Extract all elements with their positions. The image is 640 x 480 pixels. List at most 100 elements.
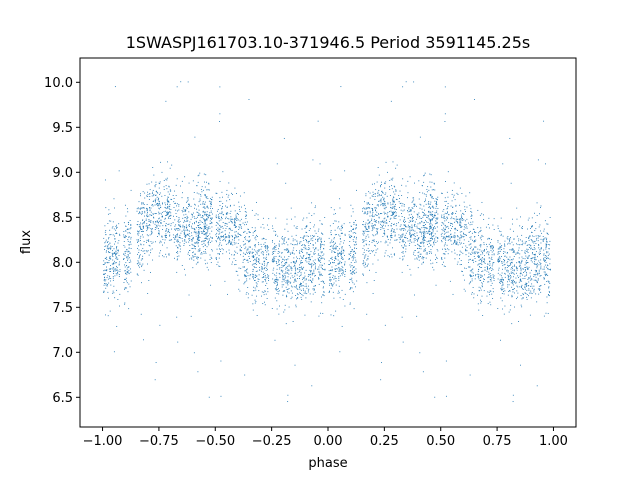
data-point (299, 264, 301, 266)
data-point (273, 260, 275, 262)
data-point (373, 241, 375, 242)
data-point (169, 205, 171, 207)
data-point (295, 287, 297, 288)
data-point (489, 263, 491, 265)
data-point (158, 255, 160, 257)
data-point (141, 231, 142, 232)
data-point (265, 246, 267, 248)
data-point (130, 248, 132, 249)
data-point (445, 226, 447, 228)
data-point (389, 195, 391, 196)
data-point (216, 264, 218, 266)
data-point (417, 237, 419, 239)
data-point (287, 279, 289, 281)
data-point (435, 236, 437, 238)
data-point (205, 174, 207, 176)
data-point (414, 221, 416, 223)
data-point (535, 235, 537, 237)
data-point (423, 205, 425, 207)
data-point (311, 256, 313, 258)
data-point (129, 257, 131, 259)
data-point (513, 251, 515, 253)
data-point (362, 242, 364, 243)
data-point (123, 253, 125, 255)
data-point (481, 286, 483, 288)
data-point (375, 220, 376, 222)
data-point (292, 252, 294, 254)
data-point (206, 224, 208, 226)
data-point (155, 203, 157, 205)
data-point (290, 290, 292, 292)
data-point (280, 256, 282, 258)
data-point (417, 243, 418, 245)
data-point (259, 266, 260, 268)
data-point (483, 250, 485, 252)
data-point (391, 256, 393, 258)
data-point (401, 271, 403, 273)
data-point (393, 185, 395, 187)
data-point (378, 201, 380, 203)
data-point (362, 208, 364, 210)
data-point (297, 257, 299, 259)
data-point (393, 191, 395, 193)
data-point (268, 218, 270, 220)
data-point (427, 243, 429, 245)
data-point (374, 254, 376, 256)
data-point (421, 231, 423, 233)
data-point (334, 220, 336, 222)
data-point (504, 267, 506, 269)
data-point (236, 226, 237, 228)
data-point (386, 235, 388, 237)
data-point (275, 275, 277, 277)
data-point (112, 277, 114, 279)
data-point (207, 227, 209, 229)
data-point (193, 228, 195, 229)
data-point (107, 248, 109, 250)
data-point (391, 188, 393, 190)
data-point (429, 214, 431, 216)
data-point (435, 205, 437, 207)
data-point (237, 232, 239, 234)
data-point (280, 270, 282, 272)
data-point (278, 288, 279, 290)
data-point (255, 276, 257, 278)
data-point (206, 197, 208, 199)
data-point (112, 226, 114, 228)
data-point (350, 279, 352, 281)
data-point (322, 294, 324, 295)
data-point (201, 241, 203, 243)
data-point (184, 217, 186, 219)
data-point (491, 256, 493, 258)
data-point (166, 208, 168, 210)
data-point (469, 259, 471, 260)
data-point (407, 226, 409, 228)
data-point (452, 226, 454, 227)
data-point (124, 204, 126, 206)
data-point (377, 193, 379, 195)
data-point (158, 220, 160, 222)
data-point (300, 282, 301, 284)
data-point (256, 295, 258, 297)
data-point (198, 235, 200, 237)
data-point (421, 257, 423, 259)
data-point (384, 233, 386, 235)
data-point (109, 275, 111, 277)
data-point (367, 211, 369, 213)
data-point (165, 100, 167, 102)
data-point (194, 229, 196, 231)
data-point (128, 308, 130, 310)
data-point (459, 223, 461, 225)
data-point (305, 278, 307, 280)
data-point (215, 234, 217, 236)
data-point (461, 270, 463, 272)
data-point (333, 278, 335, 280)
data-point (545, 239, 547, 240)
data-point (432, 238, 434, 240)
data-point (157, 199, 159, 201)
data-point (381, 224, 383, 226)
data-point (199, 224, 201, 225)
data-point (533, 279, 535, 281)
data-point (116, 325, 118, 327)
data-point (218, 220, 220, 222)
data-point (116, 274, 118, 276)
